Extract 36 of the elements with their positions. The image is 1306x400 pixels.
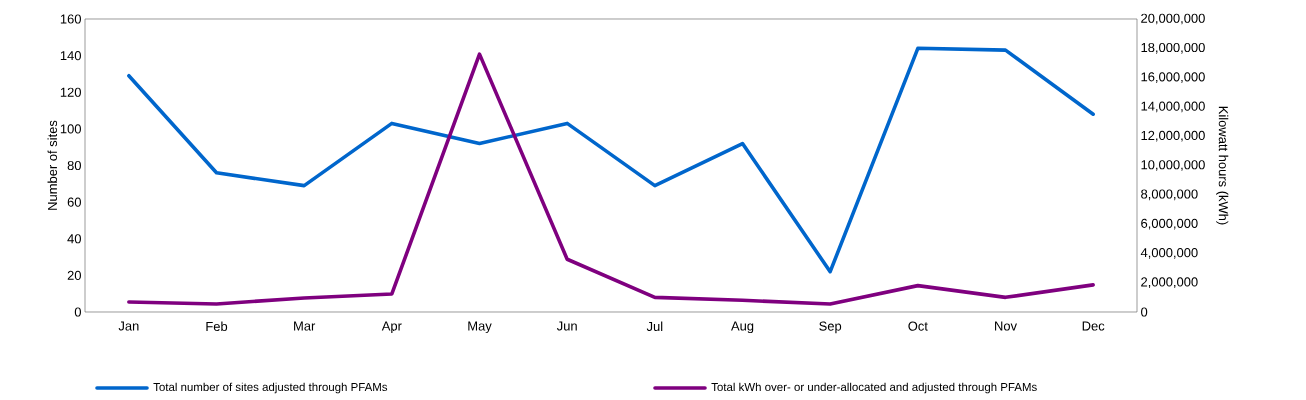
y2-tick-label: 6,000,000	[1141, 218, 1198, 230]
x-tick-label: Apr	[381, 321, 402, 334]
x-tick-label: Aug	[731, 321, 754, 334]
y2-tick-label: 14,000,000	[1141, 101, 1205, 113]
y2-tick-label: 2,000,000	[1141, 277, 1198, 289]
y-axis-title: Number of sites	[47, 120, 58, 210]
y2-axis-title: Kilowatt hours (kWh)	[1216, 106, 1229, 225]
x-tick-label: Jul	[646, 321, 663, 332]
x-tick-label: Dec	[1082, 321, 1105, 331]
x-tick-label: Feb	[206, 321, 228, 332]
y-tick-label: 20	[67, 270, 81, 280]
y2-tick-label: 18,000,000	[1141, 42, 1205, 54]
y-tick-label: 60	[67, 197, 81, 207]
legend-label: Total number of sites adjusted through PFAMs	[153, 382, 388, 394]
y-tick-label: 40	[67, 234, 81, 244]
y2-tick-label: 10,000,000	[1141, 160, 1205, 171]
y-tick-label: 120	[60, 87, 81, 97]
y2-tick-label: 12,000,000	[1141, 130, 1205, 142]
y2-tick-label: 16,000,000	[1141, 72, 1205, 83]
y-tick-label: 0	[74, 307, 81, 317]
y2-tick-label: 4,000,000	[1140, 248, 1198, 259]
x-tick-label: Sep	[819, 321, 842, 334]
x-tick-label: May	[468, 321, 492, 334]
x-tick-label: Mar	[294, 321, 316, 331]
y-tick-label: 160	[60, 14, 81, 24]
y-tick-label: 140	[60, 51, 81, 61]
legend-label: Total kWh over- or under-allocated and adjusted through PFAMs	[711, 382, 1037, 394]
x-tick-label: Jun	[556, 321, 577, 331]
x-tick-label: Jan	[118, 321, 139, 331]
y2-tick-label: 20,000,000	[1141, 13, 1205, 25]
y-tick-label: 80	[67, 160, 81, 171]
y2-tick-label: 8,000,000	[1141, 189, 1198, 201]
y2-tick-label: 0	[1141, 307, 1148, 317]
x-tick-label: Oct	[908, 321, 928, 331]
x-tick-label: Nov	[995, 321, 1017, 331]
y-tick-label: 100	[60, 124, 81, 134]
